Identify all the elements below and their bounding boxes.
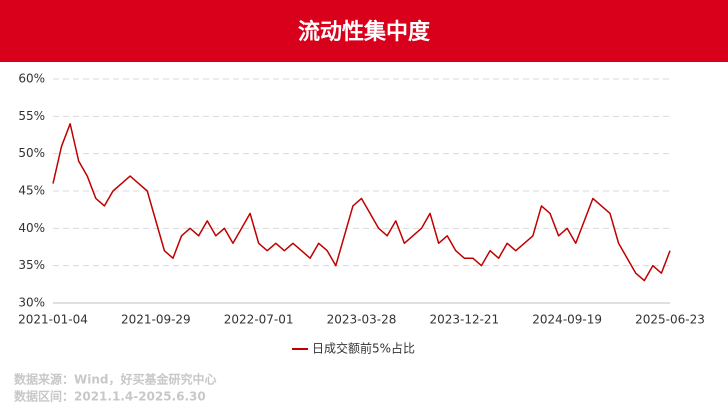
x-tick-label: 2024-09-19 [532, 313, 602, 327]
y-tick-label: 45% [18, 184, 45, 198]
y-tick-label: 35% [18, 258, 45, 272]
x-tick-label: 2023-12-21 [429, 313, 499, 327]
x-tick-label: 2021-01-04 [18, 313, 88, 327]
legend-label: 日成交额前5%占比 [312, 341, 415, 356]
y-tick-label: 30% [18, 296, 45, 310]
x-tick-label: 2023-03-28 [327, 313, 397, 327]
source-note: 数据来源：Wind，好买基金研究中心 [14, 372, 216, 387]
x-tick-label: 2022-07-01 [224, 313, 294, 327]
y-tick-label: 55% [18, 109, 45, 123]
data-line [52, 123, 671, 282]
y-tick-label: 40% [18, 221, 45, 235]
x-tick-label: 2021-09-29 [121, 313, 191, 327]
y-tick-label: 60% [18, 72, 45, 86]
chart-title: 流动性集中度 [298, 19, 431, 45]
y-tick-label: 50% [18, 146, 45, 160]
range-note: 数据区间：2021.1.4-2025.6.30 [14, 389, 206, 404]
title-banner [0, 0, 728, 62]
x-tick-label: 2025-06-23 [635, 313, 705, 327]
